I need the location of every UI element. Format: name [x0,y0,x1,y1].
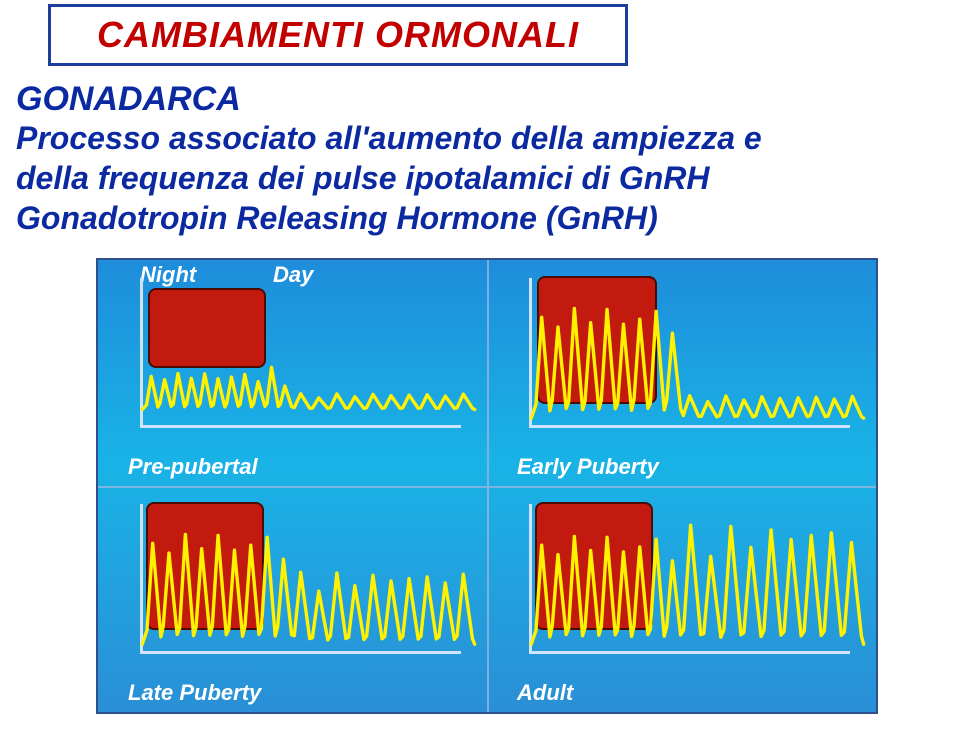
pulse-wave [140,507,477,653]
subtitle-line3: Gonadotropin Releasing Hormone (GnRH) [16,200,658,236]
pulse-chart-panel: Night Day Pre-pubertal Early Puberty Lat… [96,258,878,714]
title-box: CAMBIAMENTI ORMONALI [48,4,628,66]
caption-late-puberty: Late Puberty [128,680,261,706]
caption-pre-pubertal: Pre-pubertal [128,454,258,480]
axis-adult [529,508,846,654]
axis-early-puberty [529,282,846,428]
subtitle-term: GONADARCA [16,80,241,119]
pulse-wave [140,281,477,427]
pulse-wave [529,507,866,653]
quad-pre-pubertal: Night Day Pre-pubertal [98,260,487,486]
quad-late-puberty: Late Puberty [98,486,487,712]
title-text: CAMBIAMENTI ORMONALI [97,14,579,56]
quad-adult: Adult [487,486,876,712]
pulse-wave [529,281,866,427]
axis-late-puberty [140,508,457,654]
subtitle-line2: della frequenza dei pulse ipotalamici di… [16,160,709,196]
quad-early-puberty: Early Puberty [487,260,876,486]
subtitle-line1: Processo associato all'aumento della amp… [16,120,762,156]
caption-adult: Adult [517,680,573,706]
subtitle-desc: Processo associato all'aumento della amp… [16,118,948,238]
caption-early-puberty: Early Puberty [517,454,659,480]
axis-pre-pubertal [140,282,457,428]
